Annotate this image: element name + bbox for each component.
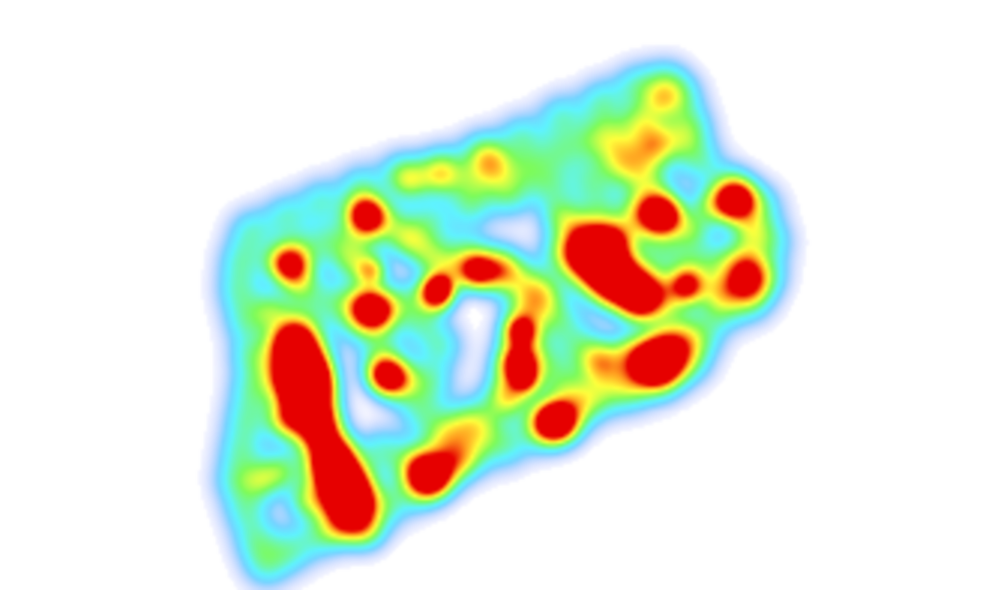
heatmap-canvas-area — [0, 0, 983, 590]
heatmap — [0, 0, 983, 590]
